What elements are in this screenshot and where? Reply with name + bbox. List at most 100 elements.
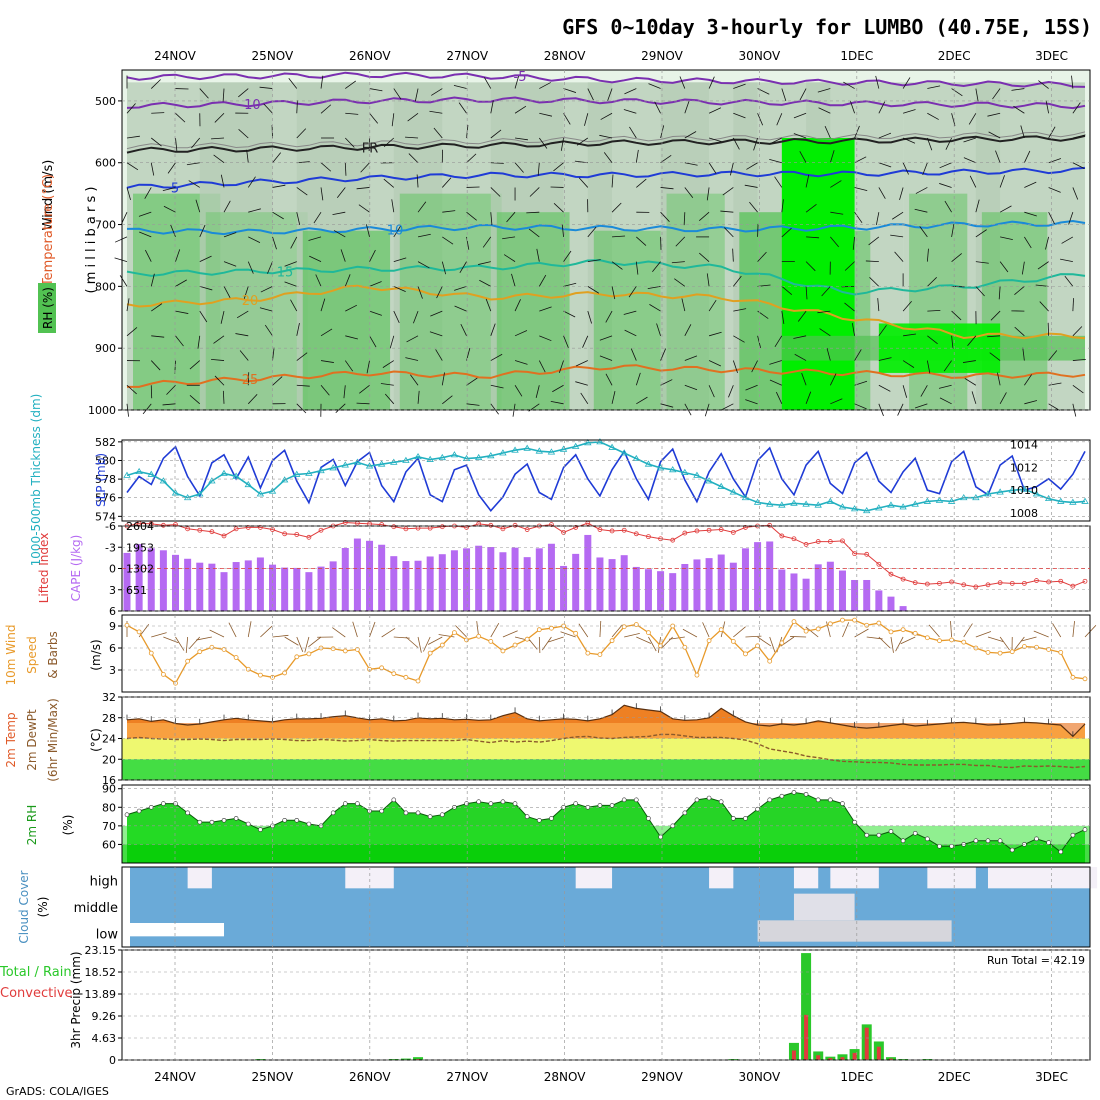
rh2m-point [403,810,409,816]
wind-barb [902,385,908,398]
rh-legend-swatch [38,283,56,333]
li-point [767,522,773,528]
surface-wind-barb [209,629,225,638]
rh2m-point [391,797,397,803]
wind-barb [927,277,937,287]
cape-bar [899,606,907,611]
wind-barb [490,323,496,336]
wind-barb [144,187,152,199]
wind-barb [854,211,863,224]
rh2m-point [852,819,857,825]
wind-speed-point [779,640,785,646]
cape-bar [620,555,628,611]
wind-barb [175,249,181,262]
wind-barb [611,202,622,213]
thickness-point [863,506,871,514]
wind-barb [919,226,928,238]
cloud-level-high: high [90,874,118,889]
wind-barb [951,335,954,349]
li-point [937,580,942,586]
li-point [306,534,312,540]
wind-barb [708,76,715,89]
precip-total-bar [413,1057,424,1060]
wind-barb [878,132,892,139]
rh2m-point [512,801,518,806]
wind-barb [1072,102,1081,114]
wind-barb [383,178,395,188]
wind-barb [417,390,420,404]
surface-wind-barb [423,636,431,652]
cape-bar [426,556,434,611]
wind-barb [878,357,892,361]
wind-speed-point [755,643,760,649]
cape-bar [511,547,519,611]
li-point [670,537,676,543]
wind-barb [968,113,977,125]
surface-wind-barb [296,636,304,652]
wind-barb [945,137,952,150]
surface-wind-barb [272,634,289,638]
li-axis-label: 3 [109,584,116,597]
wind-barb [781,199,784,213]
wind-axis-label: Wind (m/s) [41,160,56,231]
wind-barb [320,187,324,201]
li-point [730,529,736,535]
wind-barb [648,83,661,89]
wind-barb [927,310,941,312]
wind-barb [819,328,831,337]
rh2m-point [233,816,239,821]
surface-wind-barb [895,636,904,652]
surface-wind-barb [668,636,685,640]
wind-barb [733,112,746,119]
li-point [864,551,870,557]
wind-barb [963,137,976,143]
wind-barb [600,112,613,120]
cloud-gap-low-start [130,923,225,937]
wind-barb [769,379,782,386]
wind-barb [1048,350,1058,361]
wind-barb [191,137,201,149]
wind-barb [1024,211,1037,217]
wind-barb [733,335,745,343]
li-point [245,525,251,530]
cape-bar [232,562,240,611]
wind-speed-point [985,650,991,655]
rh2m-point [634,797,639,803]
temp-axis-label: 28 [102,712,116,725]
wind-barb [454,285,467,291]
wind-barb [407,112,419,122]
wind-barb [442,210,456,213]
wind-speed-point [1070,674,1076,680]
wind-barb [296,352,308,361]
wind-barb [199,255,212,262]
cape-bar [814,564,822,611]
wind-barb [358,204,370,213]
contour-line-5 [126,166,1086,189]
wind-barb [829,373,837,386]
wind-barb [878,162,892,168]
wind-barb [284,261,297,267]
date-label-bottom: 1DEC [840,1070,873,1084]
wind-barb [163,205,176,213]
wind-speed-point [840,617,845,623]
wind-barb [975,88,979,102]
wind-speed-point [803,628,809,634]
thickness-point [584,439,592,446]
wind-barb [553,162,564,172]
wind-barb [902,301,912,312]
wind-speed-point [815,626,821,632]
wind-barb [430,310,443,317]
wind-barb [733,308,747,312]
wind-barb [259,86,273,89]
wind-barb [684,100,690,114]
cape-bar [535,548,543,611]
wind-barb [356,187,370,190]
rh2m-point [1046,840,1051,845]
wind-barb [490,100,494,114]
wind-barb [383,137,395,147]
wind-barb [824,125,831,139]
thickness-axis-label: 582 [95,436,116,449]
wind-barb [247,261,254,274]
wind-title-1: 10m Wind [4,625,18,686]
thickness-point [693,471,701,478]
